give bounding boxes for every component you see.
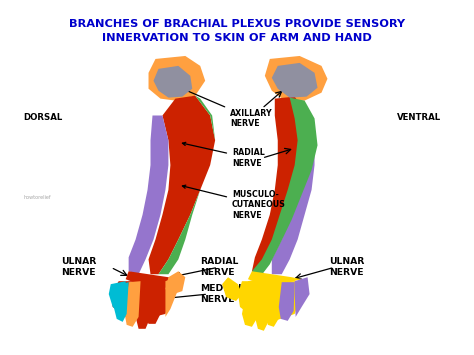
Polygon shape — [148, 95, 215, 274]
Polygon shape — [158, 95, 215, 274]
Text: AXILLARY
NERVE: AXILLARY NERVE — [179, 87, 273, 128]
Text: INNERVATION TO SKIN OF ARM AND HAND: INNERVATION TO SKIN OF ARM AND HAND — [102, 33, 372, 43]
Text: RADIAL
NERVE: RADIAL NERVE — [182, 142, 265, 168]
Polygon shape — [136, 281, 151, 329]
Polygon shape — [266, 281, 282, 327]
Polygon shape — [265, 56, 328, 100]
Polygon shape — [248, 271, 301, 284]
Polygon shape — [148, 56, 205, 100]
Text: ULNAR
NERVE: ULNAR NERVE — [329, 257, 365, 277]
Polygon shape — [128, 115, 168, 274]
Polygon shape — [222, 277, 242, 301]
Polygon shape — [109, 281, 126, 317]
Polygon shape — [272, 115, 315, 274]
Polygon shape — [272, 63, 318, 98]
Polygon shape — [279, 282, 295, 321]
Polygon shape — [154, 66, 192, 98]
Text: MUSCULO-
CUTANEOUS
NERVE: MUSCULO- CUTANEOUS NERVE — [182, 185, 286, 220]
Polygon shape — [111, 281, 173, 319]
Polygon shape — [295, 277, 310, 317]
Text: ULNAR
NERVE: ULNAR NERVE — [61, 257, 96, 277]
Polygon shape — [242, 279, 258, 327]
Polygon shape — [238, 281, 301, 321]
Polygon shape — [145, 279, 161, 324]
Polygon shape — [114, 282, 128, 322]
Text: howtorelief: howtorelief — [23, 195, 51, 200]
Polygon shape — [252, 97, 311, 274]
Polygon shape — [126, 271, 178, 284]
Text: BRANCHES OF BRACHIAL PLEXUS PROVIDE SENSORY: BRANCHES OF BRACHIAL PLEXUS PROVIDE SENS… — [69, 19, 405, 29]
Text: MEDIAN
NERVE: MEDIAN NERVE — [200, 284, 242, 304]
Polygon shape — [255, 281, 270, 331]
Polygon shape — [252, 98, 318, 277]
Polygon shape — [125, 281, 141, 327]
Polygon shape — [165, 271, 185, 294]
Text: VENTRAL: VENTRAL — [397, 113, 441, 121]
Text: RADIAL
NERVE: RADIAL NERVE — [200, 257, 238, 277]
Text: DORSAL: DORSAL — [23, 113, 63, 121]
Polygon shape — [165, 277, 178, 317]
